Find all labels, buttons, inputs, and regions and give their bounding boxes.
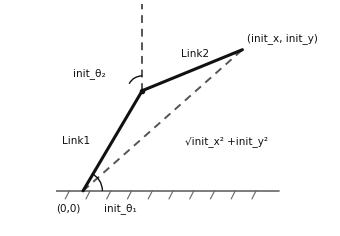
Text: init_θ₂: init_θ₂ — [73, 68, 106, 79]
Text: √init_x² +init_y²: √init_x² +init_y² — [186, 136, 269, 147]
Text: Link1: Link1 — [62, 136, 90, 146]
Text: (init_x, init_y): (init_x, init_y) — [247, 33, 318, 44]
Text: (0,0): (0,0) — [56, 203, 80, 213]
Text: init_θ₁: init_θ₁ — [103, 203, 136, 214]
Text: Link2: Link2 — [181, 49, 209, 59]
